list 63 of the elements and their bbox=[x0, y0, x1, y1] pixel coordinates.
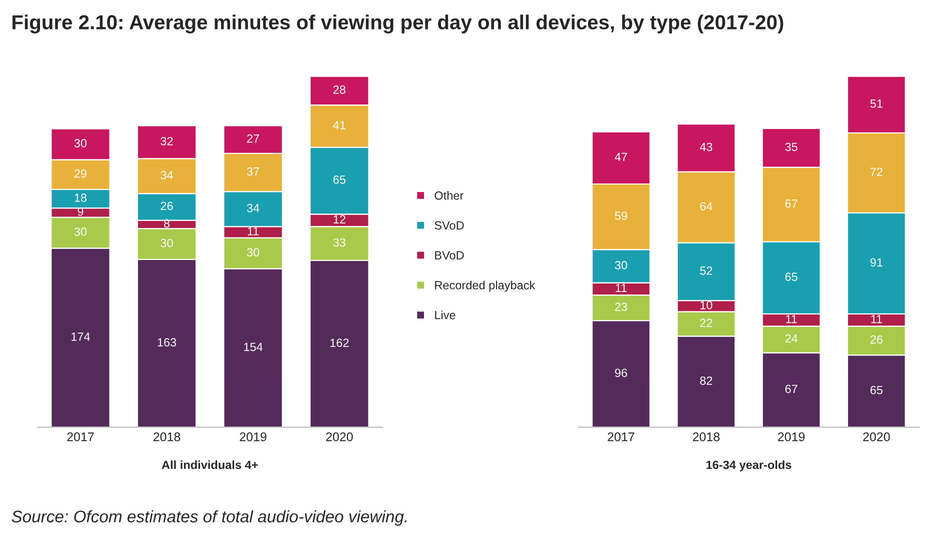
data-label: 65 bbox=[785, 272, 798, 282]
data-label: 30 bbox=[246, 248, 260, 256]
x-tick-label: 2017 bbox=[67, 432, 94, 442]
chart-title: Figure 2.10: Average minutes of viewing per day on all devices, by type (2017-20) bbox=[12, 14, 784, 34]
data-label: 52 bbox=[700, 266, 712, 275]
data-label: 91 bbox=[870, 258, 882, 267]
data-label: 11 bbox=[248, 227, 259, 236]
data-label: 11 bbox=[786, 314, 797, 324]
data-label: 67 bbox=[785, 384, 798, 394]
data-label: 30 bbox=[614, 260, 628, 270]
x-tick-label: 2018 bbox=[154, 432, 180, 442]
source-note: Source: Ofcom estimates of total audio-video viewing. bbox=[12, 510, 407, 526]
data-label: 154 bbox=[244, 342, 263, 352]
data-label: 26 bbox=[870, 335, 882, 344]
data-label: 37 bbox=[246, 167, 260, 176]
data-label: 12 bbox=[334, 215, 346, 224]
legend-label: BVoD bbox=[435, 251, 464, 260]
legend-label: SVoD bbox=[434, 221, 464, 230]
data-label: 64 bbox=[700, 202, 712, 210]
data-label: 23 bbox=[615, 302, 628, 311]
data-label: 41 bbox=[333, 121, 346, 130]
data-label: 33 bbox=[333, 238, 346, 247]
data-label: 35 bbox=[785, 142, 798, 152]
data-label: 67 bbox=[785, 199, 798, 208]
data-label: 51 bbox=[870, 100, 882, 108]
data-label: 27 bbox=[247, 134, 260, 143]
x-axis-title: 16-34 year-olds bbox=[706, 460, 792, 472]
data-label: 34 bbox=[246, 204, 260, 212]
data-label: 30 bbox=[160, 238, 173, 248]
data-label: 18 bbox=[74, 194, 87, 202]
legend-label: Recorded playback bbox=[435, 280, 536, 292]
x-tick-label: 2019 bbox=[778, 432, 805, 442]
data-label: 30 bbox=[74, 139, 87, 148]
legend-label: Other bbox=[434, 191, 464, 200]
data-label: 82 bbox=[700, 376, 712, 385]
data-label: 22 bbox=[700, 318, 712, 327]
data-label: 26 bbox=[160, 202, 173, 210]
x-tick-label: 2017 bbox=[608, 432, 634, 442]
data-label: 162 bbox=[330, 338, 349, 348]
data-label: 10 bbox=[700, 300, 712, 310]
legend-label: Live bbox=[435, 310, 456, 320]
data-label: 28 bbox=[333, 86, 346, 94]
data-label: 29 bbox=[74, 169, 86, 178]
data-label: 65 bbox=[870, 386, 883, 394]
data-label: 34 bbox=[160, 170, 173, 180]
data-label: 65 bbox=[333, 176, 346, 184]
data-label: 47 bbox=[614, 152, 627, 161]
data-label: 59 bbox=[614, 212, 628, 220]
x-tick-label: 2020 bbox=[863, 432, 890, 442]
data-label: 96 bbox=[615, 368, 628, 378]
data-label: 11 bbox=[616, 284, 627, 292]
data-label: 32 bbox=[160, 136, 173, 146]
x-axis-title: All individuals 4+ bbox=[162, 460, 258, 470]
data-label: 163 bbox=[158, 338, 176, 346]
x-tick-label: 2018 bbox=[692, 432, 720, 442]
data-label: 24 bbox=[785, 334, 798, 343]
data-label: 174 bbox=[72, 332, 90, 341]
data-label: 30 bbox=[74, 228, 87, 236]
data-label: 72 bbox=[870, 168, 882, 176]
x-tick-label: 2020 bbox=[326, 432, 353, 442]
x-tick-label: 2019 bbox=[240, 432, 266, 442]
data-label: 11 bbox=[871, 314, 882, 324]
data-label: 43 bbox=[700, 142, 712, 152]
